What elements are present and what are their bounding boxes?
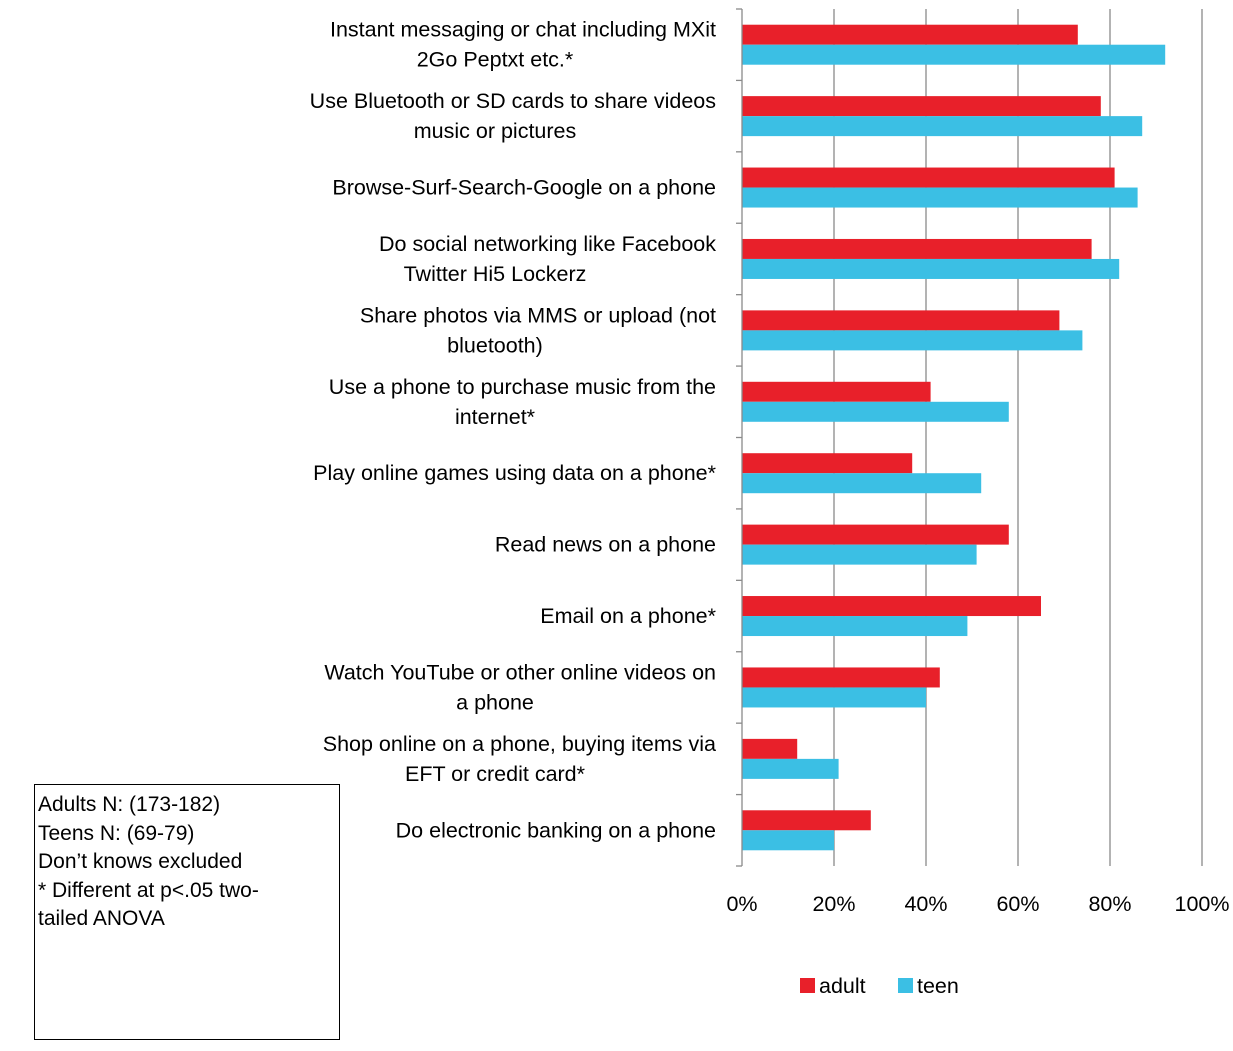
bar-teen (742, 687, 926, 708)
category-label: music or pictures (414, 119, 577, 143)
bar-adult (742, 667, 940, 688)
category-label: Email on a phone* (540, 604, 716, 628)
bar-teen (742, 758, 839, 779)
x-tick-label: 60% (996, 892, 1039, 916)
bar-adult (742, 738, 798, 759)
category-label: bluetooth) (447, 333, 543, 357)
bar-teen (742, 473, 982, 494)
legend-label-teen: teen (917, 974, 959, 998)
bar-teen (742, 44, 1166, 65)
category-label: Do electronic banking on a phone (396, 818, 716, 842)
x-tick-label: 100% (1175, 892, 1230, 916)
category-label: Instant messaging or chat including MXit (330, 18, 716, 42)
x-tick-label: 0% (726, 892, 757, 916)
category-label: Share photos via MMS or upload (not (360, 303, 716, 327)
bar-adult (742, 24, 1078, 45)
bar-teen (742, 401, 1009, 422)
category-label: Do social networking like Facebook (379, 232, 716, 256)
bar-adult (742, 524, 1009, 545)
x-tick-label: 40% (904, 892, 947, 916)
bar-teen (742, 187, 1138, 208)
category-label: Twitter Hi5 Lockerz (404, 262, 587, 286)
bar-teen (742, 544, 977, 565)
x-tick-label: 20% (812, 892, 855, 916)
note-line: Adults N: (173-182) (38, 793, 221, 816)
bar-adult (742, 453, 913, 474)
note-line: Teens N: (69-79) (38, 821, 195, 845)
x-tick-label: 80% (1088, 892, 1131, 916)
legend-swatch-teen (898, 978, 913, 993)
category-label: Browse-Surf-Search-Google on a phone (332, 176, 716, 200)
category-label: Read news on a phone (495, 533, 716, 557)
bar-teen (742, 258, 1120, 279)
bar-adult (742, 238, 1092, 259)
note-line: * Different at p<.05 two- (38, 878, 259, 902)
bar-teen (742, 330, 1083, 351)
category-label: Shop online on a phone, buying items via (323, 732, 716, 756)
bar-teen (742, 616, 968, 637)
category-label: Watch YouTube or other online videos on (324, 660, 716, 684)
legend-label-adult: adult (819, 974, 866, 998)
bar-adult (742, 381, 931, 402)
category-label: Play online games using data on a phone* (313, 461, 716, 485)
bar-adult (742, 310, 1060, 331)
bar-adult (742, 810, 871, 831)
bar-teen (742, 830, 834, 851)
category-label: Use a phone to purchase music from the (329, 375, 716, 399)
category-label: Use Bluetooth or SD cards to share video… (310, 89, 716, 113)
bar-teen (742, 116, 1143, 137)
bar-adult (742, 596, 1041, 617)
bar-adult (742, 167, 1115, 188)
category-label: 2Go Peptxt etc.* (417, 48, 574, 72)
legend-swatch-adult (800, 978, 815, 993)
category-label: internet* (455, 405, 536, 429)
bar-adult (742, 96, 1101, 117)
category-label: a phone (456, 690, 534, 714)
note-line: tailed ANOVA (38, 907, 165, 930)
category-label: EFT or credit card* (405, 762, 586, 786)
note-line: Don’t knows excluded (38, 850, 243, 873)
note-box: Adults N: (173-182) Teens N: (69-79) Don… (34, 784, 340, 1040)
